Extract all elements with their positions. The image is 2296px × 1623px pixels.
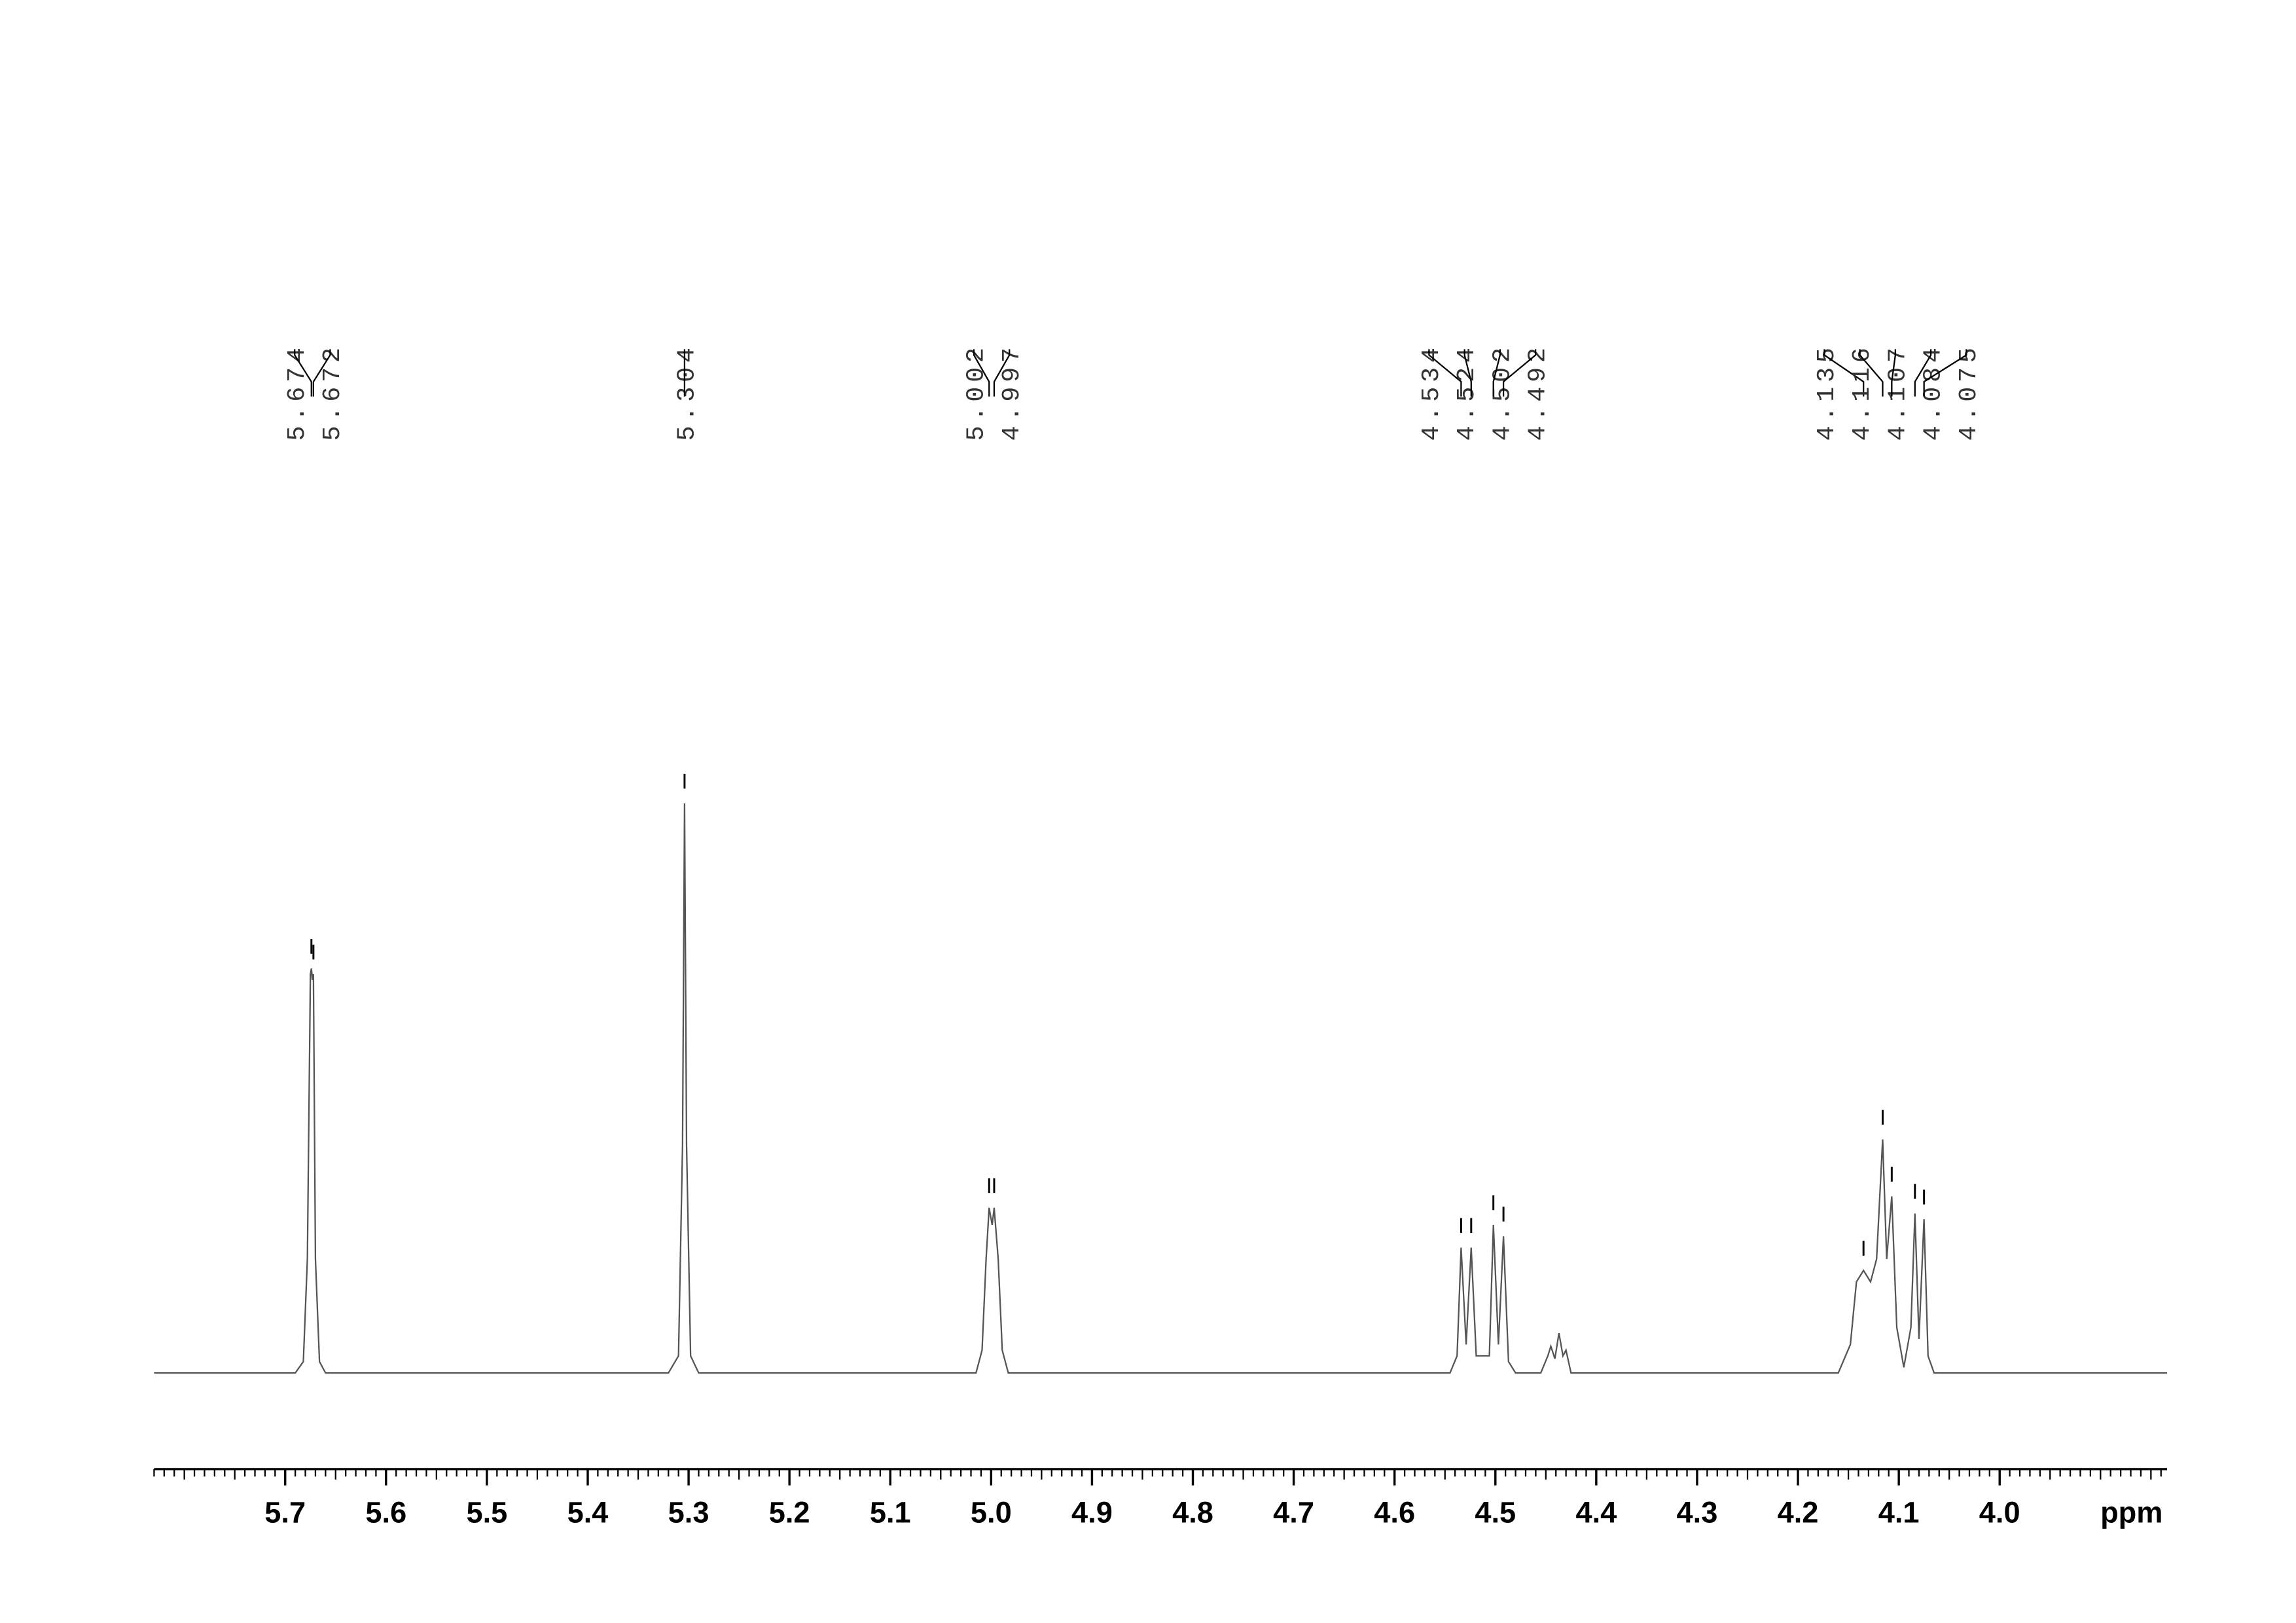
x-tick-label: 5.6 (365, 1495, 406, 1529)
x-tick-label: 5.2 (769, 1495, 810, 1529)
peak-label: 4.524 (1452, 343, 1481, 441)
peak-connector (1502, 349, 1537, 397)
x-tick-label: 5.3 (668, 1495, 709, 1529)
x-tick-label: 4.1 (1878, 1495, 1920, 1529)
spectrum-line (154, 803, 2168, 1374)
peak-connector (1428, 349, 1462, 397)
peak-label: 4.107 (1883, 343, 1912, 441)
peak-connector (1914, 349, 1932, 397)
peak-connector (1923, 349, 1967, 397)
peak-label: 4.116 (1848, 343, 1876, 441)
x-tick-label: 4.7 (1273, 1495, 1314, 1529)
x-tick-label: 5.7 (264, 1495, 306, 1529)
x-tick-label: 4.0 (1979, 1495, 2020, 1529)
x-tick-label: 5.4 (567, 1495, 609, 1529)
x-tick-label: 4.4 (1575, 1495, 1617, 1529)
x-tick-label: 4.9 (1071, 1495, 1113, 1529)
peak-label: 4.534 (1417, 343, 1446, 441)
x-axis-label: ppm (2100, 1495, 2162, 1529)
peak-connector (1492, 349, 1501, 397)
peak-label: 4.502 (1488, 343, 1516, 441)
x-tick-label: 4.6 (1374, 1495, 1415, 1529)
peak-connector (312, 349, 331, 397)
peak-label: 4.075 (1954, 343, 1983, 441)
peak-connector (1823, 349, 1865, 397)
x-tick-label: 5.0 (971, 1495, 1012, 1529)
peak-label: 4.997 (997, 343, 1026, 441)
peak-label: 5.304 (672, 343, 701, 441)
peak-connector (294, 349, 312, 397)
peak-label: 4.492 (1524, 343, 1552, 441)
x-tick-label: 4.2 (1778, 1495, 1819, 1529)
peak-connector (1463, 349, 1472, 397)
x-tick-label: 5.5 (466, 1495, 507, 1529)
peak-label: 4.135 (1812, 343, 1841, 441)
peak-connector (1859, 349, 1884, 397)
peak-connector (993, 349, 1011, 397)
x-tick-label: 5.1 (870, 1495, 911, 1529)
peak-label: 4.084 (1919, 343, 1948, 441)
x-tick-label: 4.8 (1172, 1495, 1213, 1529)
x-tick-label: 4.5 (1475, 1495, 1516, 1529)
peak-connector (1891, 349, 1897, 397)
peak-label: 5.672 (318, 343, 347, 441)
x-tick-label: 4.3 (1677, 1495, 1718, 1529)
peak-connector (973, 349, 990, 397)
